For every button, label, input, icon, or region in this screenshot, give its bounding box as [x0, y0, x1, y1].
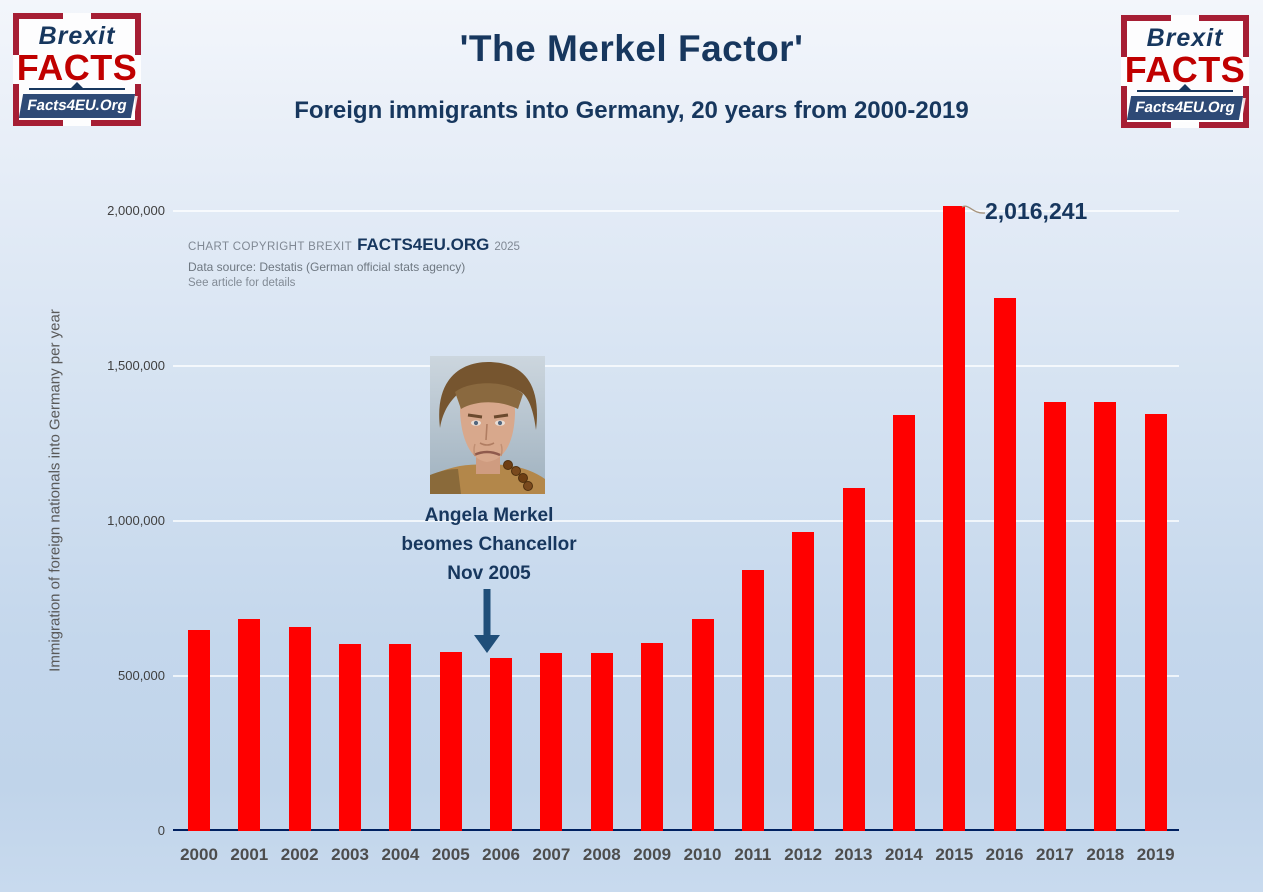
merkel-annotation-line3: Nov 2005	[447, 563, 531, 584]
copyright-brand: FACTS4EU.ORG	[357, 235, 490, 254]
bar-2014	[892, 414, 915, 831]
logo-frame-corner	[1121, 15, 1171, 57]
x-axis-label-2004: 2004	[381, 845, 420, 864]
logo-frame-corner	[1199, 86, 1249, 128]
x-axis-label-2003: 2003	[331, 845, 369, 864]
data-source-note: Data source: Destatis (German official s…	[188, 260, 466, 274]
peak-value-label: 2,016,241	[985, 198, 1088, 224]
x-axis-label-2008: 2008	[582, 845, 621, 864]
logo-brexit-text: Brexit	[38, 22, 116, 50]
bar-2009	[641, 643, 664, 831]
x-axis-label-2012: 2012	[784, 845, 823, 864]
page-title: 'The Merkel Factor'	[459, 28, 804, 69]
merkel-annotation-line2: beomes Chancellor	[401, 534, 577, 555]
x-axis-label-2015: 2015	[935, 845, 974, 864]
x-axis-label-2005: 2005	[431, 845, 470, 864]
x-axis-label-2019: 2019	[1136, 845, 1175, 864]
x-axis-label-2018: 2018	[1086, 845, 1125, 864]
bar-2003	[339, 644, 362, 831]
gridline-1,500,000	[173, 365, 1179, 367]
copyright-block: CHART COPYRIGHT BREXIT FACTS4EU.ORG 2025…	[188, 235, 520, 289]
angela-merkel-photo	[430, 356, 545, 494]
x-axis-label-2007: 2007	[532, 845, 571, 864]
logo-frame-corner	[1121, 86, 1171, 128]
logo-triangle-icon	[1179, 84, 1191, 91]
logo-frame-corner	[91, 13, 141, 55]
y-axis-tick-1,500,000: 1,500,000	[107, 358, 165, 373]
page-subtitle: Foreign immigrants into Germany, 20 year…	[294, 97, 969, 124]
y-axis-tick-500,000: 500,000	[118, 668, 165, 683]
copyright-prefix: CHART COPYRIGHT BREXIT	[188, 241, 353, 253]
x-axis-label-2001: 2001	[230, 845, 269, 864]
merkel-annotation-line1: Angela Merkel	[424, 505, 554, 526]
x-axis-label-2017: 2017	[1036, 845, 1074, 864]
y-axis-tick-2,000,000: 2,000,000	[107, 203, 165, 218]
x-axis-label-2009: 2009	[633, 845, 672, 864]
x-axis-label-2000: 2000	[180, 845, 218, 864]
bar-2011	[741, 569, 764, 831]
down-arrow-icon	[474, 589, 500, 653]
gridline-2,000,000	[173, 210, 1179, 212]
bar-2018	[1094, 401, 1117, 831]
bar-2005	[439, 651, 462, 831]
logo-frame-corner	[13, 84, 63, 126]
bar-2019	[1144, 413, 1167, 831]
gridline-1,000,000	[173, 520, 1179, 522]
x-axis-label-2011: 2011	[734, 845, 772, 864]
x-axis-label-2014: 2014	[884, 845, 923, 864]
x-axis-label-2010: 2010	[683, 845, 722, 864]
brexit-facts-logo-left: Brexit FACTS Facts4EU.Org	[13, 13, 141, 126]
logo-frame-corner	[1199, 15, 1249, 57]
bar-2012	[792, 531, 815, 831]
brexit-facts-logo-right: Brexit FACTS Facts4EU.Org	[1121, 15, 1249, 128]
x-axis-label-2002: 2002	[280, 845, 319, 864]
bar-2008	[590, 653, 613, 831]
x-axis-label-2013: 2013	[834, 845, 873, 864]
bar-2006	[490, 658, 513, 831]
gridline-500,000	[173, 675, 1179, 677]
copyright-year: 2025	[494, 241, 520, 253]
logo-frame-corner	[91, 84, 141, 126]
x-axis-line	[173, 829, 1179, 831]
logo-facts-text: FACTS	[16, 47, 138, 88]
logo-triangle-icon	[71, 82, 83, 89]
bar-2001	[238, 618, 261, 831]
bar-2002	[288, 627, 311, 831]
logo-divider	[1137, 84, 1233, 93]
bar-2015	[943, 205, 966, 831]
see-article-note: See article for details	[188, 277, 296, 289]
x-axis-label-2006: 2006	[482, 845, 520, 864]
y-axis-tick-1,000,000: 1,000,000	[107, 513, 165, 528]
logo-divider	[29, 82, 125, 91]
bar-2010	[691, 618, 714, 831]
peak-leader-line	[961, 205, 986, 214]
x-axis-label-2016: 2016	[985, 845, 1024, 864]
y-axis-tick-0: 0	[157, 823, 165, 838]
logo-facts-text: FACTS	[1124, 49, 1246, 90]
bar-2004	[389, 644, 412, 831]
logo-frame-corner	[13, 13, 63, 55]
bar-2017	[1043, 401, 1066, 831]
merkel-annotation: Angela Merkel beomes Chancellor Nov 2005	[388, 501, 590, 588]
bar-2007	[540, 652, 563, 831]
bar-2016	[993, 298, 1016, 831]
bar-2000	[188, 629, 210, 831]
logo-brexit-text: Brexit	[1146, 24, 1224, 52]
bar-2013	[842, 487, 865, 831]
